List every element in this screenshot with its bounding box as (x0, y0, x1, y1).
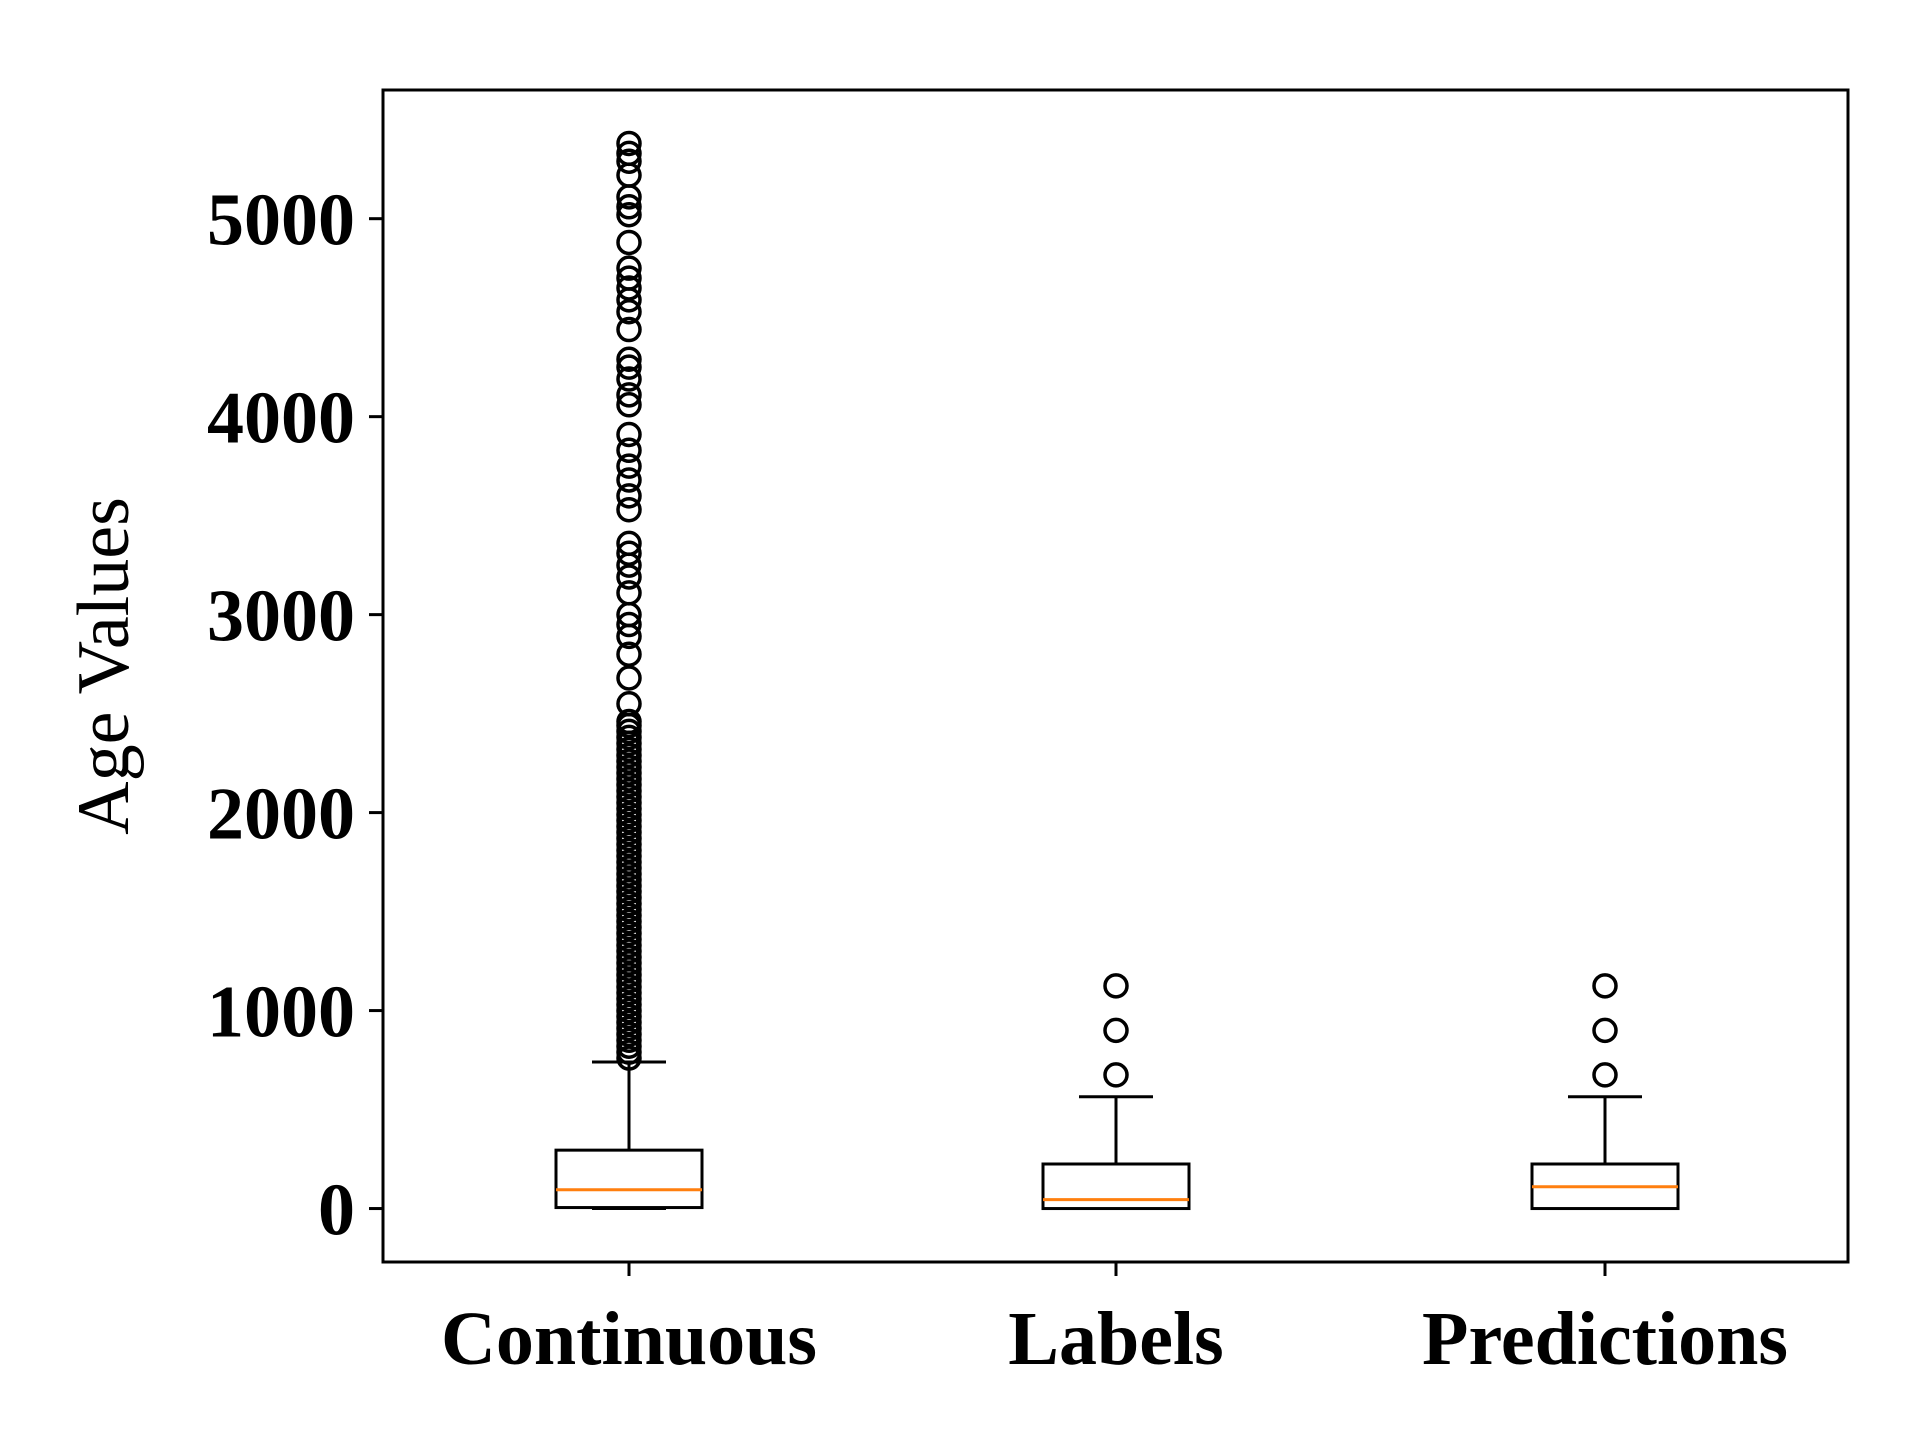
outlier-point (616, 229, 642, 256)
x-tick-label-predictions: Predictions (1422, 1297, 1788, 1381)
plot-marks (554, 130, 1680, 1211)
outlier-point (616, 690, 642, 717)
y-tick-label: 5000 (207, 180, 355, 262)
outlier-point (616, 354, 642, 380)
y-tick-label: 4000 (207, 378, 355, 460)
outlier-point (616, 346, 642, 372)
box-group-labels (1041, 973, 1191, 1211)
outlier-point (616, 140, 642, 167)
box-group-continuous (554, 130, 704, 1211)
outlier-point (616, 298, 642, 325)
outlier-point (616, 255, 642, 281)
outlier-point (1592, 973, 1618, 999)
outlier-point (616, 453, 642, 479)
outlier-point (1103, 1062, 1129, 1088)
outlier-point (616, 580, 642, 606)
y-tick-label: 1000 (207, 972, 355, 1054)
outlier-point (616, 382, 642, 408)
iqr-box (554, 1148, 704, 1210)
outlier-point (616, 467, 642, 493)
box-group-predictions (1530, 973, 1680, 1211)
outlier-point (1103, 973, 1129, 999)
outlier-point (616, 148, 642, 175)
outlier-point (616, 530, 642, 557)
outlier-point (616, 265, 642, 291)
outlier-point (616, 366, 642, 392)
outlier-point (616, 437, 642, 464)
outlier-point (616, 708, 642, 735)
y-tick-label: 3000 (207, 576, 355, 658)
outlier-point (616, 496, 642, 523)
x-axis: Continuous Labels Predictions (441, 1262, 1788, 1381)
y-axis-title: Age Values (63, 497, 145, 835)
y-axis: 0 1000 2000 3000 4000 5000 (207, 180, 383, 1252)
plot-frame (381, 88, 1850, 1264)
x-tick-label-continuous: Continuous (441, 1297, 817, 1381)
outlier-point (616, 316, 642, 343)
outlier-point (616, 611, 642, 638)
outlier-point (616, 130, 642, 157)
outlier-point (1592, 1062, 1618, 1088)
outlier-point (1103, 1017, 1129, 1044)
outlier-point (616, 392, 642, 418)
outlier-point (1592, 1017, 1618, 1044)
outlier-point (616, 641, 642, 667)
outlier-point (616, 665, 642, 691)
outlier-point (616, 483, 642, 509)
outlier-point (616, 540, 642, 567)
outlier-point (616, 194, 642, 220)
y-tick-label: 0 (318, 1170, 355, 1252)
y-tick-label: 2000 (207, 774, 355, 856)
outlier-point (616, 421, 642, 448)
outlier-point (616, 275, 642, 301)
outlier-point (616, 564, 642, 590)
x-tick-label-labels: Labels (1008, 1297, 1223, 1381)
outlier-point (616, 201, 642, 228)
iqr-box (1041, 1162, 1191, 1211)
